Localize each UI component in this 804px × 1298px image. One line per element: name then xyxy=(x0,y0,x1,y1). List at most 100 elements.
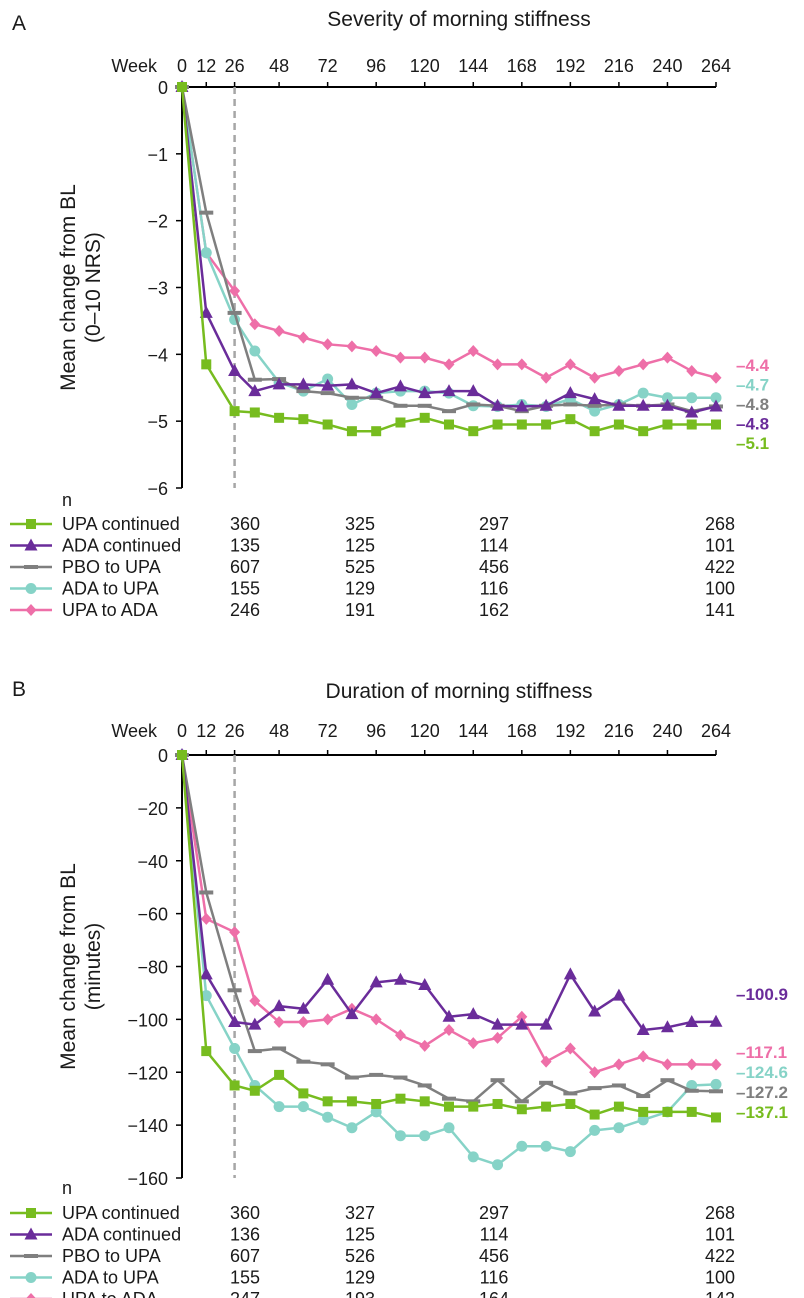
n-row-upa-to-ada: UPA to ADA 247 193 164 142 xyxy=(10,1289,735,1298)
data-point xyxy=(468,426,479,437)
n-count: 142 xyxy=(705,1289,735,1298)
end-label-ada-to-upa: –4.7 xyxy=(736,376,769,395)
data-point xyxy=(443,1023,455,1036)
data-point xyxy=(248,384,262,397)
data-point xyxy=(249,345,261,357)
data-point xyxy=(514,1099,529,1104)
data-point xyxy=(589,1066,601,1079)
data-point xyxy=(272,377,286,390)
data-point xyxy=(229,284,241,297)
data-point xyxy=(369,386,383,399)
data-point xyxy=(177,750,187,760)
data-point xyxy=(588,1004,602,1017)
n-count: 162 xyxy=(479,600,509,620)
y-tick-label: 0 xyxy=(158,78,168,98)
data-point xyxy=(419,1130,431,1142)
n-count: 114 xyxy=(480,536,509,556)
end-label-upa-to-ada: –4.4 xyxy=(736,356,770,375)
n-count: 247 xyxy=(230,1289,260,1298)
series-line xyxy=(180,754,717,1119)
data-point xyxy=(709,399,723,412)
data-point xyxy=(419,351,431,364)
data-point xyxy=(418,386,432,399)
data-point xyxy=(419,412,430,423)
data-point xyxy=(589,426,600,437)
series-upa-to-ada xyxy=(176,81,722,384)
n-count: 325 xyxy=(345,514,375,534)
data-point xyxy=(589,1109,600,1120)
data-point xyxy=(492,1031,504,1044)
data-point xyxy=(613,365,625,378)
y-axis-label: Mean change from BL xyxy=(57,863,80,1070)
data-point xyxy=(322,338,334,351)
data-point xyxy=(516,1104,527,1115)
data-point xyxy=(709,1014,723,1027)
x-tick-label: 192 xyxy=(555,56,585,76)
data-point xyxy=(540,371,552,384)
data-point xyxy=(636,1022,650,1035)
data-point xyxy=(419,1039,431,1052)
n-row-ada-to-upa: ADA to UPA 155 129 116 100 xyxy=(10,579,735,599)
data-point xyxy=(227,988,242,993)
data-point xyxy=(346,398,358,410)
data-point xyxy=(344,395,359,400)
legend-marker xyxy=(26,1208,36,1218)
data-point xyxy=(345,1007,359,1020)
n-count: 155 xyxy=(230,1268,260,1288)
n-count: 141 xyxy=(705,600,735,620)
y-tick-label: −100 xyxy=(127,1010,168,1030)
data-point xyxy=(587,1086,602,1091)
end-label-ada-to-upa: –124.6 xyxy=(736,1063,788,1082)
data-point xyxy=(661,351,673,364)
data-point xyxy=(563,1091,578,1096)
data-point xyxy=(273,1016,285,1029)
x-tick-label: 264 xyxy=(701,56,731,76)
data-point xyxy=(346,340,358,353)
n-row-pbo-to-upa: PBO to UPA 607 525 456 422 xyxy=(10,557,735,577)
panel-label: A xyxy=(12,12,26,35)
n-count: 607 xyxy=(230,1246,260,1266)
data-point xyxy=(661,392,673,404)
n-count: 135 xyxy=(230,536,260,556)
data-point xyxy=(229,1080,240,1091)
data-point xyxy=(249,1085,260,1096)
data-point xyxy=(346,426,357,437)
data-point xyxy=(541,419,552,430)
chart-title: Duration of morning stiffness xyxy=(326,680,593,703)
data-point xyxy=(686,1106,697,1117)
data-point xyxy=(467,1151,479,1163)
data-point xyxy=(320,1062,335,1067)
y-tick-label: −120 xyxy=(127,1063,168,1083)
y-tick-label: 0 xyxy=(158,746,168,766)
data-point xyxy=(322,1096,333,1107)
y-tick-label: −3 xyxy=(147,279,168,299)
x-tick-label: 216 xyxy=(604,721,634,741)
data-point xyxy=(296,1001,310,1014)
data-point xyxy=(419,1096,430,1107)
series-upa-to-ada xyxy=(176,749,722,1079)
data-point xyxy=(249,318,261,331)
n-row-ada-continued: ADA continued 136 125 114 101 xyxy=(10,1225,735,1245)
series-line xyxy=(180,754,717,1032)
x-tick-label: 0 xyxy=(177,56,187,76)
x-tick-label: 144 xyxy=(458,56,488,76)
n-count: 456 xyxy=(479,1246,509,1266)
n-count: 164 xyxy=(479,1289,509,1298)
n-count: 193 xyxy=(345,1289,375,1298)
legend-marker xyxy=(24,1254,38,1258)
legend-label: PBO to UPA xyxy=(62,1246,161,1266)
data-point xyxy=(709,1089,723,1094)
legend-marker xyxy=(26,1293,36,1298)
n-count: 297 xyxy=(479,514,509,534)
data-point xyxy=(346,1096,357,1107)
data-point xyxy=(466,402,481,407)
data-point xyxy=(297,331,309,344)
data-point xyxy=(686,392,698,404)
n-row-upa-continued: UPA continued 360 325 297 268 xyxy=(10,514,735,534)
data-point xyxy=(322,1013,334,1026)
n-count: 525 xyxy=(345,557,375,577)
n-row-pbo-to-upa: PBO to UPA 607 526 456 422 xyxy=(10,1246,735,1266)
data-point xyxy=(370,344,382,357)
data-point xyxy=(589,371,601,384)
